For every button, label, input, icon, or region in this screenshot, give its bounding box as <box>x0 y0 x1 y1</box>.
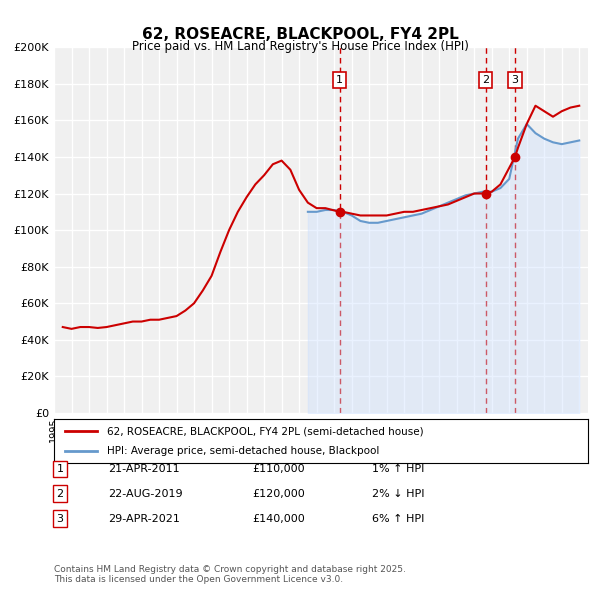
Text: 21-APR-2011: 21-APR-2011 <box>108 464 179 474</box>
Text: 62, ROSEACRE, BLACKPOOL, FY4 2PL (semi-detached house): 62, ROSEACRE, BLACKPOOL, FY4 2PL (semi-d… <box>107 427 424 436</box>
Text: 2% ↓ HPI: 2% ↓ HPI <box>372 489 425 499</box>
Text: 1: 1 <box>336 75 343 85</box>
Text: Price paid vs. HM Land Registry's House Price Index (HPI): Price paid vs. HM Land Registry's House … <box>131 40 469 53</box>
Text: £120,000: £120,000 <box>252 489 305 499</box>
Text: HPI: Average price, semi-detached house, Blackpool: HPI: Average price, semi-detached house,… <box>107 446 380 455</box>
Text: 29-APR-2021: 29-APR-2021 <box>108 514 180 523</box>
Text: 1: 1 <box>56 464 64 474</box>
Text: 3: 3 <box>511 75 518 85</box>
Text: 6% ↑ HPI: 6% ↑ HPI <box>372 514 424 523</box>
Text: 2: 2 <box>482 75 489 85</box>
Text: 1% ↑ HPI: 1% ↑ HPI <box>372 464 424 474</box>
Text: Contains HM Land Registry data © Crown copyright and database right 2025.
This d: Contains HM Land Registry data © Crown c… <box>54 565 406 584</box>
Text: 3: 3 <box>56 514 64 523</box>
Text: 2: 2 <box>56 489 64 499</box>
Text: £110,000: £110,000 <box>252 464 305 474</box>
Text: 22-AUG-2019: 22-AUG-2019 <box>108 489 182 499</box>
Text: 62, ROSEACRE, BLACKPOOL, FY4 2PL: 62, ROSEACRE, BLACKPOOL, FY4 2PL <box>142 27 458 41</box>
Text: £140,000: £140,000 <box>252 514 305 523</box>
